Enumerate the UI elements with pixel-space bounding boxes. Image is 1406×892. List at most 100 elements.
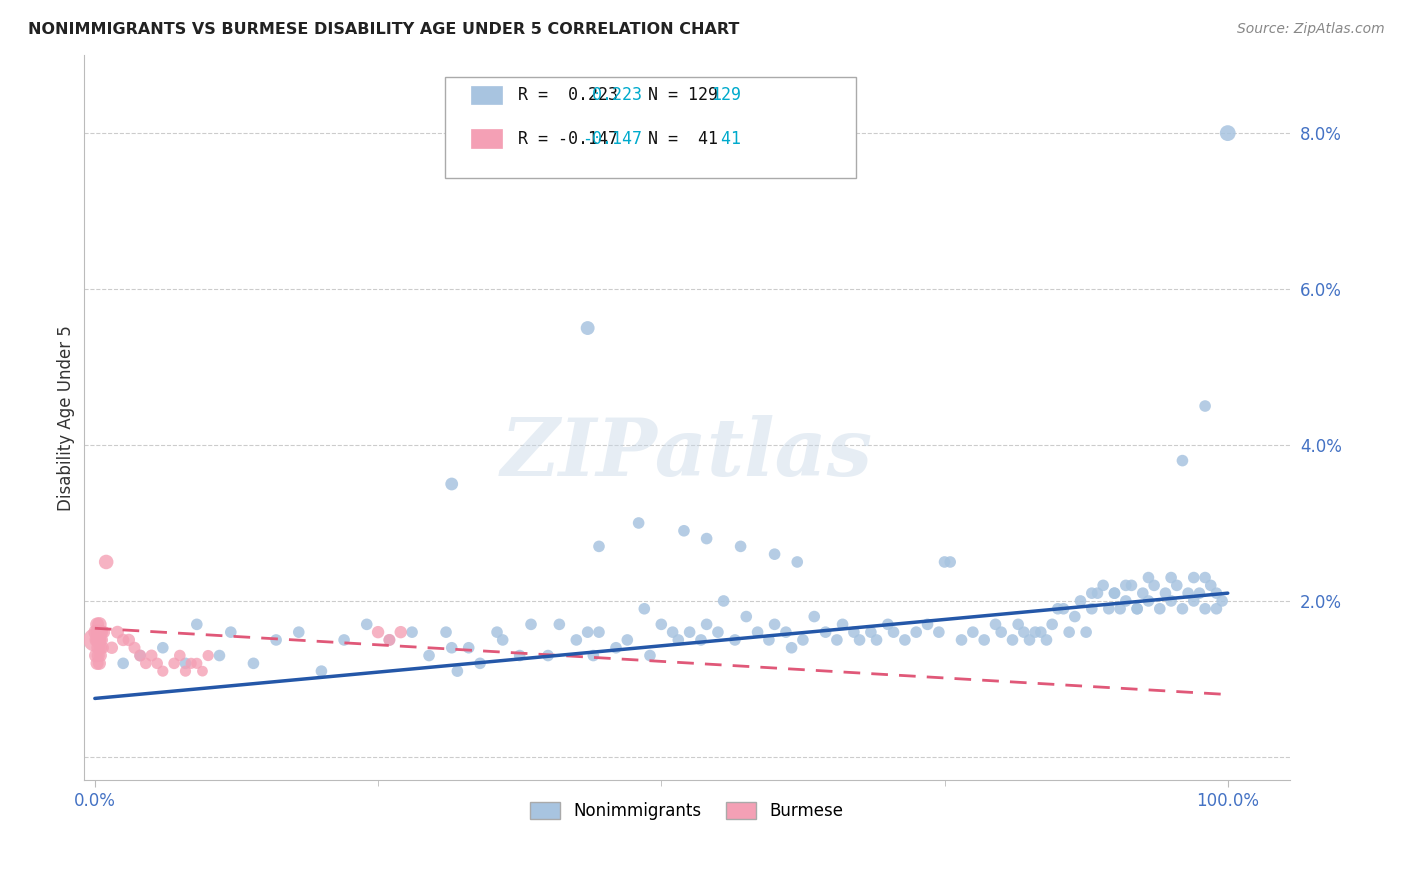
Point	[1046, 601, 1069, 615]
Point	[84, 648, 107, 663]
Point	[548, 617, 571, 632]
Point	[1199, 578, 1222, 592]
Point	[803, 609, 825, 624]
Point	[186, 657, 208, 671]
Point	[191, 664, 214, 678]
Point	[763, 547, 786, 561]
Point	[90, 625, 112, 640]
Point	[859, 625, 882, 640]
Point	[129, 648, 152, 663]
Point	[696, 617, 718, 632]
Point	[440, 640, 463, 655]
Point	[1182, 570, 1205, 584]
Point	[1137, 594, 1160, 608]
Point	[905, 625, 928, 640]
Point	[1001, 632, 1024, 647]
Point	[89, 625, 111, 640]
Point	[1171, 601, 1194, 615]
Point	[1024, 625, 1046, 640]
Point	[141, 648, 163, 663]
Point	[1069, 594, 1091, 608]
Point	[713, 594, 735, 608]
Point	[89, 648, 111, 663]
Point	[87, 625, 110, 640]
Point	[775, 625, 797, 640]
Point	[786, 555, 808, 569]
Point	[1182, 594, 1205, 608]
Text: -0.147: -0.147	[582, 129, 641, 147]
Point	[174, 664, 197, 678]
Point	[973, 632, 995, 647]
Point	[89, 617, 111, 632]
Point	[707, 625, 730, 640]
Point	[1154, 586, 1177, 600]
Point	[1104, 586, 1126, 600]
Point	[747, 625, 769, 640]
Point	[928, 625, 950, 640]
Point	[917, 617, 939, 632]
Point	[219, 625, 242, 640]
Point	[831, 617, 853, 632]
Point	[93, 625, 115, 640]
Point	[984, 617, 1007, 632]
Point	[1018, 632, 1040, 647]
Point	[96, 555, 118, 569]
Point	[1040, 617, 1063, 632]
Point	[696, 532, 718, 546]
Point	[1104, 586, 1126, 600]
Point	[87, 640, 110, 655]
Point	[883, 625, 905, 640]
Point	[174, 657, 197, 671]
Point	[576, 321, 599, 335]
Point	[87, 648, 110, 663]
Point	[1063, 609, 1085, 624]
Point	[1171, 453, 1194, 467]
Point	[730, 540, 752, 554]
Point	[91, 640, 114, 655]
Point	[650, 617, 672, 632]
Text: R =  0.223   N = 129: R = 0.223 N = 129	[517, 86, 718, 104]
Point	[1194, 601, 1216, 615]
Point	[434, 625, 457, 640]
Point	[537, 648, 560, 663]
Point	[418, 648, 440, 663]
Point	[939, 555, 962, 569]
Point	[1188, 586, 1211, 600]
Point	[197, 648, 219, 663]
Point	[792, 632, 814, 647]
Point	[605, 640, 627, 655]
Point	[1216, 126, 1239, 140]
Point	[588, 625, 610, 640]
Point	[1211, 594, 1233, 608]
Point	[1109, 601, 1132, 615]
Point	[163, 657, 186, 671]
Point	[242, 657, 264, 671]
Point	[118, 632, 141, 647]
Point	[107, 625, 129, 640]
Point	[152, 664, 174, 678]
Point	[1160, 570, 1182, 584]
Point	[356, 617, 378, 632]
Point	[180, 657, 202, 671]
Point	[1194, 399, 1216, 413]
Point	[1081, 586, 1104, 600]
Point	[135, 657, 157, 671]
Point	[876, 617, 898, 632]
Point	[124, 640, 146, 655]
Point	[520, 617, 543, 632]
Point	[1029, 625, 1052, 640]
Point	[1205, 586, 1227, 600]
Point	[848, 632, 870, 647]
Point	[1137, 570, 1160, 584]
Point	[1121, 578, 1143, 592]
Point	[1160, 594, 1182, 608]
Point	[1087, 586, 1109, 600]
Text: 0.223: 0.223	[582, 86, 641, 104]
Point	[1092, 578, 1115, 592]
Point	[690, 632, 713, 647]
Point	[1166, 578, 1188, 592]
Text: 41: 41	[711, 129, 741, 147]
Point	[146, 657, 169, 671]
Point	[1052, 601, 1074, 615]
Text: NONIMMIGRANTS VS BURMESE DISABILITY AGE UNDER 5 CORRELATION CHART: NONIMMIGRANTS VS BURMESE DISABILITY AGE …	[28, 22, 740, 37]
